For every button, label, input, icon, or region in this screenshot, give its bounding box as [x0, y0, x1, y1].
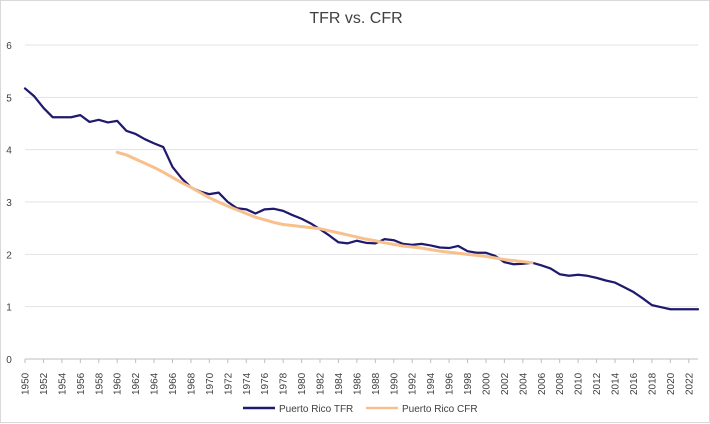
x-tick-label: 2000	[481, 372, 492, 395]
x-tick-label: 1956	[76, 372, 87, 395]
x-tick-label: 1976	[260, 372, 271, 395]
x-tick-label: 1966	[168, 372, 179, 395]
x-tick-label: 1952	[39, 372, 50, 395]
x-tick-label: 2020	[666, 372, 677, 395]
x-tick-label: 2008	[555, 372, 566, 395]
y-tick-label: 0	[6, 355, 12, 366]
x-tick-label: 2004	[518, 372, 529, 395]
y-tick-label: 2	[6, 250, 12, 261]
x-tick-label: 2022	[684, 372, 695, 395]
x-tick-label: 1994	[426, 372, 437, 395]
x-tick-label: 1974	[242, 372, 253, 395]
x-tick-label: 2002	[500, 372, 511, 395]
series-line-puerto-rico-tfr	[25, 88, 698, 309]
x-tick-label: 1988	[371, 372, 382, 395]
x-tick-label: 1950	[21, 372, 32, 395]
x-tick-label: 1998	[463, 372, 474, 395]
y-axis-ticks: 0 1 2 3 4 5 6	[6, 41, 12, 366]
x-tick-label: 2012	[592, 372, 603, 395]
x-tick-label: 1968	[186, 372, 197, 395]
x-tick-label: 1982	[316, 372, 327, 395]
x-tick-label: 1992	[408, 372, 419, 395]
y-tick-label: 1	[6, 303, 12, 314]
legend-label: Puerto Rico CFR	[402, 404, 478, 415]
series-line-puerto-rico-cfr	[117, 152, 532, 262]
x-tick-label: 1962	[131, 372, 142, 395]
x-tick-label: 1964	[150, 372, 161, 395]
legend-label: Puerto Rico TFR	[279, 404, 353, 415]
x-tick-label: 1958	[94, 372, 105, 395]
x-tick-label: 1990	[389, 372, 400, 395]
x-tick-label: 1986	[352, 372, 363, 395]
series-lines	[25, 88, 698, 309]
y-tick-label: 5	[6, 93, 12, 104]
x-tick-label: 1970	[205, 372, 216, 395]
x-tick-label: 1978	[279, 372, 290, 395]
x-tick-label: 2010	[574, 372, 585, 395]
x-tick-label: 2014	[611, 372, 622, 395]
chart-title: TFR vs. CFR	[309, 10, 402, 27]
x-tick-label: 1954	[57, 372, 68, 395]
x-tick-label: 1996	[445, 372, 456, 395]
legend: Puerto Rico TFR Puerto Rico CFR	[243, 404, 478, 415]
x-tick-label: 1960	[113, 372, 124, 395]
x-tick-label: 1980	[297, 372, 308, 395]
x-tick-label: 2018	[647, 372, 658, 395]
x-tick-label: 1984	[334, 372, 345, 395]
x-axis-ticks: 1950 1952 1954 1956 1958 1960 1962 1964 1966 1968…	[21, 359, 696, 395]
x-tick-label: 2016	[629, 372, 640, 395]
x-tick-label: 1972	[223, 372, 234, 395]
y-tick-label: 3	[6, 198, 12, 209]
x-tick-label: 2006	[537, 372, 548, 395]
gridlines	[25, 45, 698, 359]
y-tick-label: 4	[6, 146, 12, 157]
y-tick-label: 6	[6, 41, 12, 52]
